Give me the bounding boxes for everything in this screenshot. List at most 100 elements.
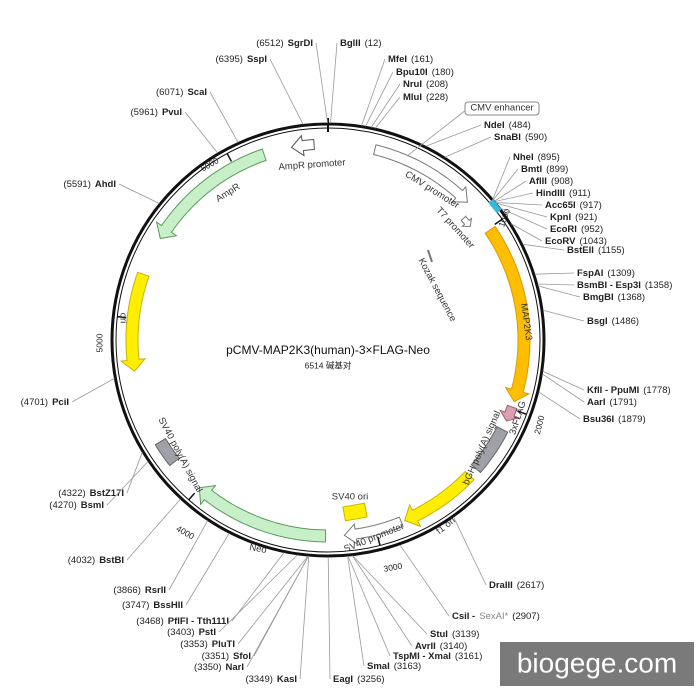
site-name: SspI: [247, 54, 267, 65]
site-position: (484): [509, 120, 531, 131]
site-label: MluI (228): [403, 92, 448, 103]
site-name: RsrII: [145, 585, 166, 596]
site-position: (3350): [194, 662, 221, 673]
site-position: (161): [411, 54, 433, 65]
site-label: MfeI (161): [388, 54, 433, 65]
site-line: [330, 42, 338, 124]
site-label: (4270) BsmI: [49, 500, 104, 511]
neo-arrow: [198, 484, 327, 543]
site-line: [347, 556, 365, 667]
kozak-mark: [427, 249, 433, 263]
site-label: NruI (208): [403, 79, 448, 90]
feature-label: MAP2K3: [518, 303, 534, 342]
site-line: [495, 202, 543, 206]
site-position: (3353): [180, 639, 207, 650]
site-name: SfoI: [233, 651, 251, 662]
site-name: BglII: [340, 38, 361, 49]
site-name: HindIII: [536, 188, 565, 199]
site-position: (1309): [607, 268, 634, 279]
cmv-enhancer-leader: [406, 109, 467, 157]
site-position: (5591): [63, 179, 90, 190]
site-position: (1358): [645, 280, 672, 291]
site-name: Acc65I: [545, 200, 576, 211]
feature-label: Kozak sequence: [416, 256, 459, 323]
site-position: (3403): [167, 627, 194, 638]
feature-label: CMV enhancer: [470, 103, 533, 114]
plasmid-name: pCMV-MAP2K3(human)-3×FLAG-Neo: [226, 343, 430, 357]
site-name: EagI: [333, 674, 353, 685]
site-position: (3161): [455, 651, 482, 662]
sv40-polya: [154, 437, 180, 467]
site-label: BstEII (1155): [567, 245, 625, 256]
site-label: Bpu10I (180): [396, 67, 454, 78]
site-position: (1368): [618, 292, 645, 303]
site-name: BmgBI: [583, 292, 614, 303]
site-position: (3351): [202, 651, 229, 662]
site-line: [542, 309, 585, 322]
map2k3-arrow: [484, 225, 531, 403]
site-label: HindIII (911): [536, 188, 591, 199]
site-label: EcoRI (952): [550, 224, 603, 235]
site-line: [299, 556, 310, 680]
ori-arrow: [119, 271, 150, 372]
site-position: (2617): [517, 580, 544, 591]
ampr-promoter-arrow: [290, 134, 315, 157]
site-position: (3349): [245, 674, 272, 685]
site-position: (911): [569, 188, 590, 199]
site-line: [106, 461, 149, 506]
site-label: (3403) PstI: [167, 627, 216, 638]
site-position: (4270): [49, 500, 76, 511]
site-line: [352, 555, 428, 635]
site-label: AflII (908): [529, 176, 573, 187]
site-name: MfeI: [388, 54, 407, 65]
feature-label: ori: [117, 313, 128, 324]
site-line: [327, 556, 331, 680]
site-label: EcoRV (1043): [545, 236, 607, 247]
site-line: [425, 124, 482, 147]
scale-tick: [517, 410, 527, 416]
site-name: BsmBI - Esp3I: [577, 280, 641, 291]
site-line: [209, 91, 239, 143]
site-position: (1043): [579, 236, 606, 247]
ampr-arrow: [155, 148, 267, 240]
site-line: [218, 554, 298, 633]
site-line: [534, 272, 575, 275]
site-line: [71, 378, 115, 403]
cmv-promoter-arrow: [372, 144, 468, 203]
site-label: (5591) AhdI: [63, 179, 116, 190]
site-label: (6395) SspI: [215, 54, 267, 65]
backbone: [110, 122, 546, 558]
site-line: [496, 202, 548, 218]
site-line: [492, 156, 511, 200]
site-line: [315, 42, 328, 124]
site-line: [126, 452, 143, 494]
site-name: SgrDI: [288, 38, 313, 49]
site-label: KflI - PpuMI (1778): [587, 385, 671, 396]
site-position: (6512): [256, 38, 283, 49]
site-label: (3353) PluTI: [180, 639, 235, 650]
feature-label: Neo: [248, 542, 267, 556]
site-label: AarI (1791): [587, 397, 637, 408]
site-label: (6071) ScaI: [156, 87, 207, 98]
site-line: [538, 285, 581, 298]
site-line: [495, 192, 534, 202]
site-line: [185, 532, 230, 606]
site-position: (1879): [618, 414, 645, 425]
site-position: (180): [432, 67, 454, 78]
site-label: EagI (3256): [333, 674, 385, 685]
site-label: (4322) BstZ17I: [58, 488, 124, 499]
site-name: BsmI: [81, 500, 104, 511]
site-position: (1486): [612, 316, 639, 327]
bgh-polya: [470, 426, 509, 474]
watermark-bg: [500, 642, 694, 686]
site-name: KflI - PpuMI: [587, 385, 639, 396]
site-name: CsiI -: [452, 611, 475, 622]
site-name: PstI: [199, 627, 216, 638]
site-line: [399, 544, 450, 617]
site-label: (4032) BstBI: [68, 555, 124, 566]
site-line: [168, 520, 209, 591]
site-label: FspAI (1309): [577, 268, 635, 279]
scale-tick: [117, 315, 127, 319]
site-position: (908): [551, 176, 573, 187]
